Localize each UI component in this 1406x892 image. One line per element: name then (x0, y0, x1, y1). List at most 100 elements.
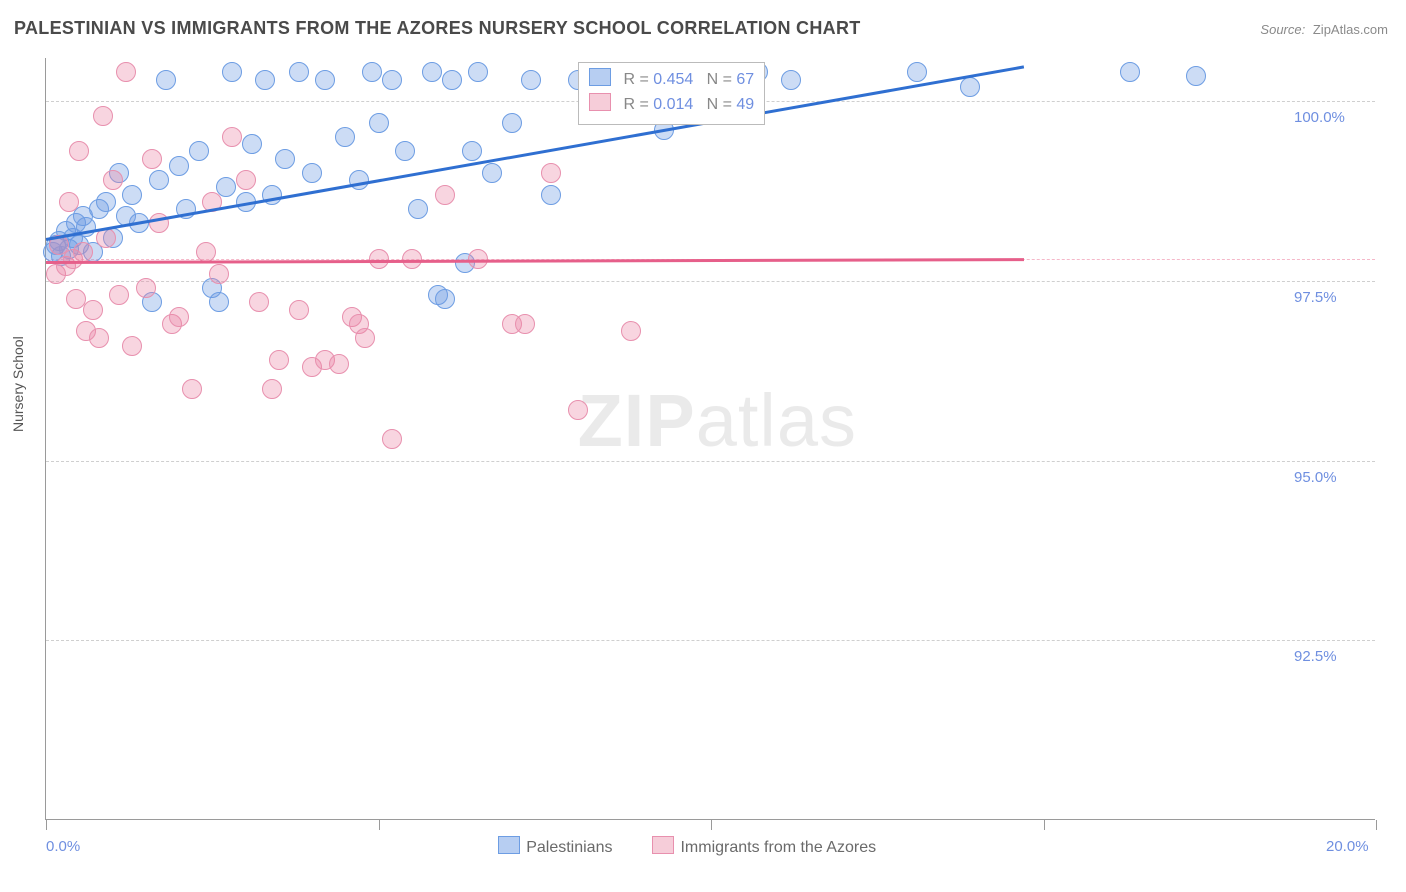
source-value: ZipAtlas.com (1313, 22, 1388, 37)
data-point (222, 127, 242, 147)
data-point (149, 170, 169, 190)
legend-n-value: 49 (736, 96, 754, 113)
data-point (442, 70, 462, 90)
x-tick-label: 0.0% (46, 838, 80, 855)
data-point (109, 285, 129, 305)
data-point (1120, 62, 1140, 82)
data-point (1186, 66, 1206, 86)
data-point (96, 192, 116, 212)
data-point (781, 70, 801, 90)
data-point (83, 300, 103, 320)
data-point (275, 149, 295, 169)
data-point (302, 163, 322, 183)
data-point (468, 62, 488, 82)
x-tick (1044, 820, 1045, 830)
chart-source: Source: ZipAtlas.com (1260, 22, 1388, 37)
data-point (249, 292, 269, 312)
data-point (382, 70, 402, 90)
x-tick (1376, 820, 1377, 830)
x-tick (711, 820, 712, 830)
data-point (116, 62, 136, 82)
y-tick-label: 100.0% (1294, 109, 1374, 126)
data-point (73, 242, 93, 262)
y-tick-label: 97.5% (1294, 289, 1374, 306)
legend-stats: R = 0.454 N = 67 R = 0.014 N = 49 (578, 62, 765, 125)
data-point (89, 328, 109, 348)
source-label: Source: (1260, 22, 1305, 37)
x-tick (379, 820, 380, 830)
legend-swatch (589, 93, 611, 111)
plot-area: ZIPatlas 92.5%95.0%97.5%100.0%0.0%20.0% … (45, 58, 1375, 820)
data-point (255, 70, 275, 90)
data-point (408, 199, 428, 219)
data-point (482, 163, 502, 183)
legend-stats-row: R = 0.014 N = 49 (589, 92, 754, 118)
data-point (355, 328, 375, 348)
legend-item-label: Palestinians (526, 839, 612, 856)
data-point (541, 185, 561, 205)
gridline (46, 461, 1375, 462)
y-tick-label: 95.0% (1294, 469, 1374, 486)
data-point (515, 314, 535, 334)
data-point (289, 300, 309, 320)
data-point (382, 429, 402, 449)
data-point (362, 62, 382, 82)
legend-swatch (589, 68, 611, 86)
y-tick-label: 92.5% (1294, 648, 1374, 665)
x-tick (46, 820, 47, 830)
data-point (209, 292, 229, 312)
data-point (335, 127, 355, 147)
data-point (222, 62, 242, 82)
data-point (59, 192, 79, 212)
y-axis-label: Nursery School (10, 336, 26, 432)
legend-item: Immigrants from the Azores (652, 839, 876, 856)
legend-item: Palestinians (498, 839, 612, 856)
data-point (103, 170, 123, 190)
data-point (196, 242, 216, 262)
data-point (329, 354, 349, 374)
data-point (289, 62, 309, 82)
data-point (395, 141, 415, 161)
chart-title: PALESTINIAN VS IMMIGRANTS FROM THE AZORE… (14, 18, 861, 39)
legend-series: Palestinians Immigrants from the Azores (498, 836, 916, 857)
data-point (541, 163, 561, 183)
data-point (142, 149, 162, 169)
data-point (462, 141, 482, 161)
data-point (93, 106, 113, 126)
legend-r-value: 0.454 (653, 71, 693, 88)
gridline (46, 281, 1375, 282)
data-point (122, 336, 142, 356)
data-point (262, 379, 282, 399)
data-point (242, 134, 262, 154)
legend-swatch (652, 836, 674, 854)
data-point (136, 278, 156, 298)
legend-stats-row: R = 0.454 N = 67 (589, 67, 754, 93)
legend-swatch (498, 836, 520, 854)
data-point (182, 379, 202, 399)
data-point (269, 350, 289, 370)
data-point (568, 400, 588, 420)
data-point (209, 264, 229, 284)
data-point (422, 62, 442, 82)
data-point (122, 185, 142, 205)
data-point (435, 185, 455, 205)
data-point (960, 77, 980, 97)
data-point (502, 113, 522, 133)
data-point (69, 141, 89, 161)
gridline (46, 640, 1375, 641)
data-point (169, 307, 189, 327)
watermark-zip: ZIP (578, 379, 696, 462)
watermark-atlas: atlas (696, 379, 857, 462)
data-point (189, 141, 209, 161)
legend-n-value: 67 (736, 71, 754, 88)
data-point (169, 156, 189, 176)
data-point (369, 113, 389, 133)
data-point (621, 321, 641, 341)
data-point (907, 62, 927, 82)
data-point (521, 70, 541, 90)
legend-item-label: Immigrants from the Azores (680, 839, 876, 856)
legend-r-value: 0.014 (653, 96, 693, 113)
data-point (315, 70, 335, 90)
data-point (236, 170, 256, 190)
data-point (435, 289, 455, 309)
